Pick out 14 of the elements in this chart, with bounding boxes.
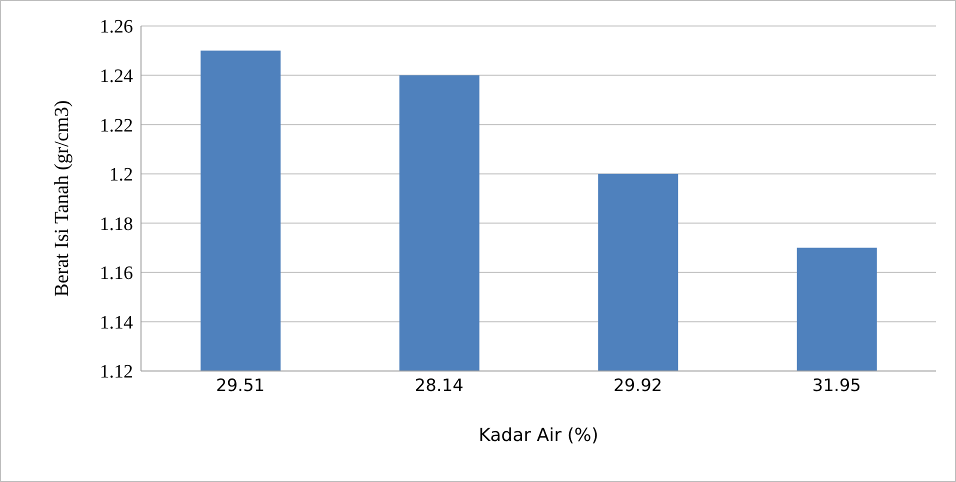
x-tick-label: 29.92	[614, 376, 662, 396]
y-tick-label: 1.16	[100, 263, 133, 284]
x-tick-label: 28.14	[414, 376, 464, 396]
y-tick-label: 1.18	[100, 214, 133, 235]
y-tick-label: 1.26	[100, 16, 133, 38]
x-tick-label: 31.95	[812, 376, 861, 396]
x-tick-label: 29.51	[216, 376, 265, 396]
x-axis-title: Kadar Air (%)	[478, 425, 598, 446]
y-axis-title: Berat Isi Tanah (gr/cm3)	[51, 100, 74, 297]
y-tick-label: 1.14	[100, 312, 134, 334]
y-tick-label: 1.22	[100, 115, 133, 136]
y-tick-label: 1.12	[100, 362, 133, 383]
y-tick-label: 1.2	[109, 164, 133, 186]
y-tick-label: 1.24	[100, 66, 134, 88]
